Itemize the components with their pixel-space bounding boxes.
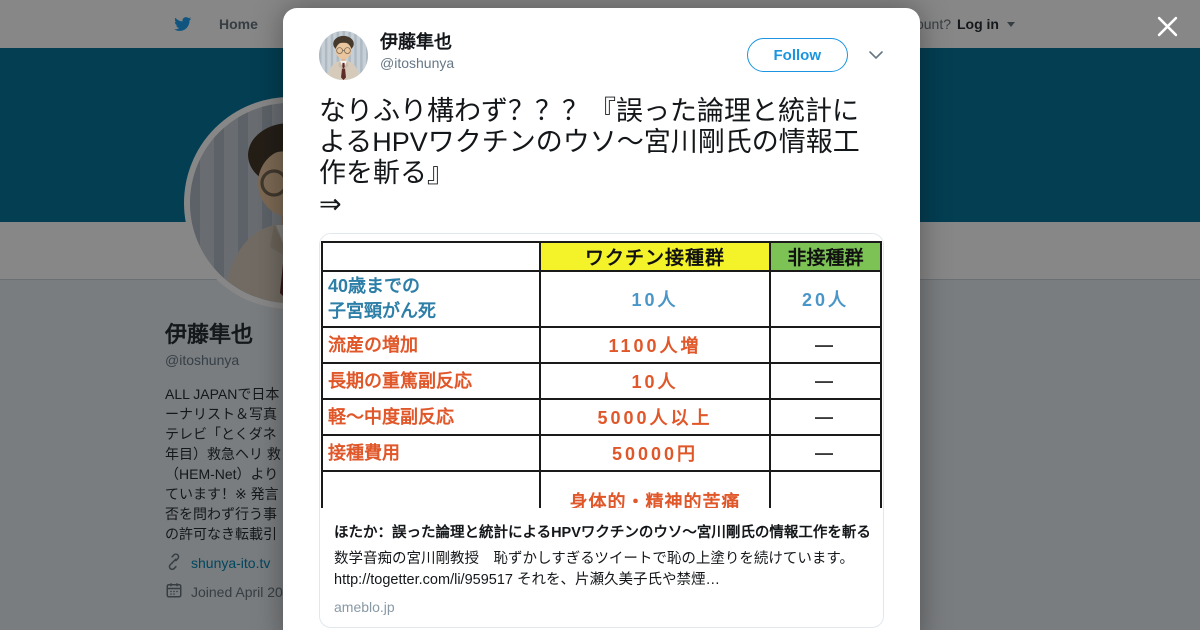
table-row: 軽～中度副反応 5000人以上 — xyxy=(321,398,882,436)
close-icon[interactable] xyxy=(1152,11,1183,45)
table-row: 接種費用 50000円 — xyxy=(321,434,882,472)
table-header-unvaccinated: 非接種群 xyxy=(769,241,882,272)
profile-handle: @itoshunya xyxy=(165,352,240,368)
card-body: ほたか：誤った論理と統計によるHPVワクチンのウソ～宮川剛氏の情報工作を斬る 数… xyxy=(320,508,883,627)
profile-bio: ALL JAPANで日本 ーナリスト＆写真 テレビ「とくダネ 年目）救急ヘリ 救… xyxy=(165,386,281,542)
table-row: 長期の重篤副反応 10人 — xyxy=(321,362,882,400)
vaccine-comparison-table: ワクチン接種群 非接種群 40歳までの 子宮頸がん死 10人 20人 流産の増加… xyxy=(321,241,882,508)
table-row: 40歳までの 子宮頸がん死 10人 20人 xyxy=(321,270,882,328)
card-description: 数学音痴の宮川剛教授 恥ずかしすぎるツイートで恥の上塗りを続けています。 htt… xyxy=(334,551,854,588)
tweet-author-name[interactable]: 伊藤隼也 xyxy=(380,32,452,52)
follow-button[interactable]: Follow xyxy=(746,38,848,72)
profile-sidebar: 伊藤隼也 @itoshunya ALL JAPANで日本 ーナリスト＆写真 テレ… xyxy=(165,322,425,602)
login-link[interactable]: Log in xyxy=(957,16,999,32)
tweet-text: なりふり構わず？？？『誤った論理と統計に よるHPVワクチンのウソ～宮川剛氏の情… xyxy=(319,96,884,220)
link-card[interactable]: ワクチン接種群 非接種群 40歳までの 子宮頸がん死 10人 20人 流産の増加… xyxy=(319,233,884,628)
link-icon xyxy=(165,552,183,573)
table-header-empty xyxy=(321,241,541,272)
table-row: 身体的・精神的苦痛 xyxy=(321,470,882,508)
card-image-table: ワクチン接種群 非接種群 40歳までの 子宮頸がん死 10人 20人 流産の増加… xyxy=(320,234,883,508)
login-caret-icon[interactable] xyxy=(1007,21,1015,27)
tweet-header: 伊藤隼也 @itoshunya Follow xyxy=(319,8,884,80)
profile-name: 伊藤隼也 xyxy=(165,322,254,347)
card-domain: ameblo.jp xyxy=(334,599,395,615)
tweet-link-arrow[interactable]: ⇒ xyxy=(319,189,342,219)
table-row: 流産の増加 1100人増 — xyxy=(321,326,882,364)
profile-website-link[interactable]: shunya-ito.tv xyxy=(191,554,271,571)
chevron-down-icon[interactable] xyxy=(868,49,884,61)
card-title: ほたか：誤った論理と統計によるHPVワクチンのウソ～宮川剛氏の情報工作を斬る xyxy=(334,525,869,541)
profile-joined-date: Joined April 20 xyxy=(191,583,283,600)
tweet-author-handle: @itoshunya xyxy=(380,55,455,71)
tweet-modal: 伊藤隼也 @itoshunya Follow なりふり構わず？？？『誤った論理と… xyxy=(283,8,920,630)
tweet-author-avatar[interactable] xyxy=(319,31,368,80)
table-header-vaccinated: ワクチン接種群 xyxy=(539,241,771,272)
twitter-logo-icon[interactable] xyxy=(172,15,193,33)
calendar-icon xyxy=(165,581,183,602)
nav-home-link[interactable]: Home xyxy=(219,16,258,32)
